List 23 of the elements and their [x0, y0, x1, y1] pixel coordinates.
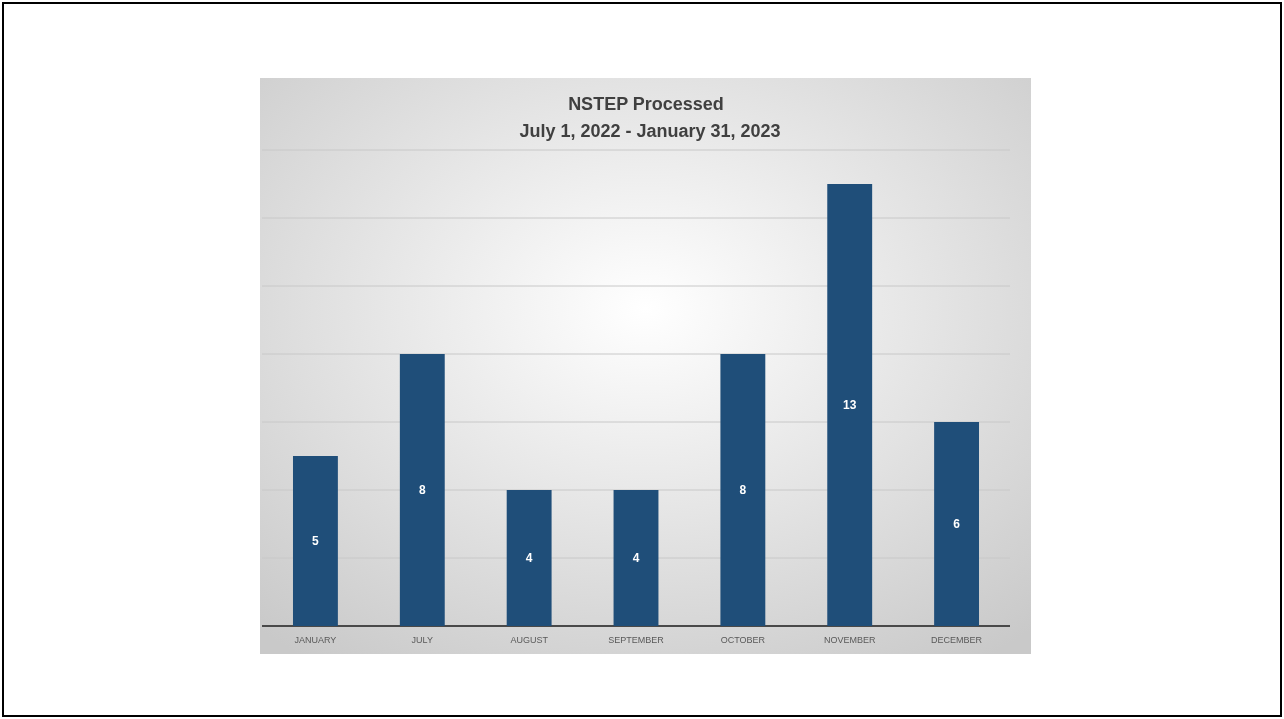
bar — [292, 456, 338, 626]
data-label: 6 — [953, 517, 961, 531]
bar — [720, 354, 766, 626]
x-tick-label: DECEMBER — [931, 635, 983, 645]
data-label: 5 — [312, 534, 320, 548]
bar — [506, 490, 552, 626]
bar — [827, 184, 873, 626]
bar — [613, 490, 659, 626]
bar — [934, 422, 980, 626]
chart-title: NSTEP Processed — [568, 94, 724, 114]
x-tick-label: OCTOBER — [720, 635, 766, 645]
data-label: 8 — [739, 483, 747, 497]
data-label: 8 — [418, 483, 426, 497]
x-tick-label: JULY — [411, 635, 433, 645]
x-tick-label: SEPTEMBER — [608, 635, 665, 645]
chart-subtitle: July 1, 2022 - January 31, 2023 — [519, 121, 781, 141]
x-tick-label: JANUARY — [294, 635, 337, 645]
data-label: 4 — [632, 551, 640, 565]
x-tick-label: AUGUST — [510, 635, 549, 645]
data-label: 4 — [525, 551, 533, 565]
bar — [399, 354, 445, 626]
x-tick-label: NOVEMBER — [823, 635, 876, 645]
data-label: 13 — [843, 398, 857, 412]
